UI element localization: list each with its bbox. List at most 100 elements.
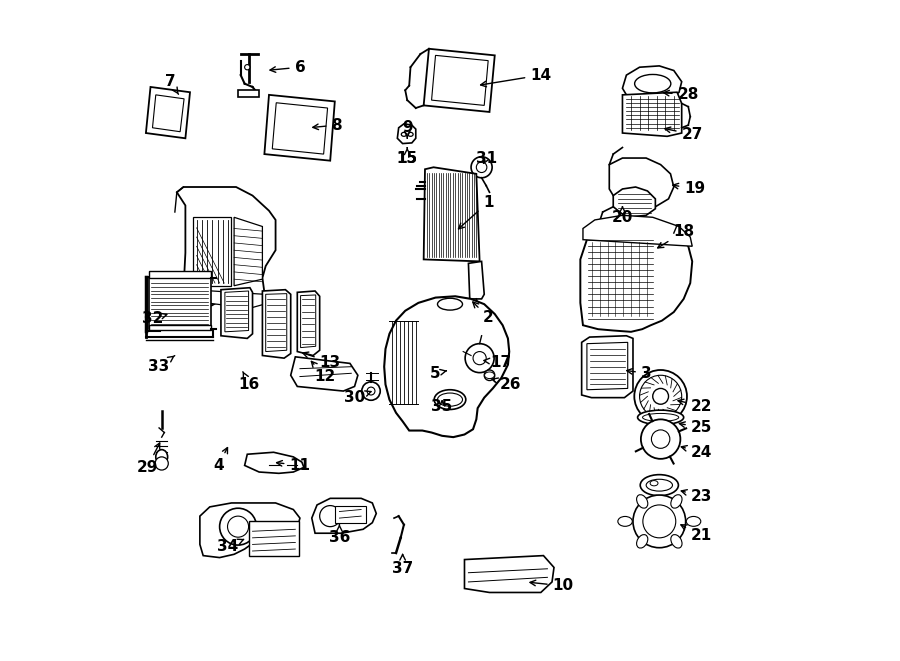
Ellipse shape [636, 535, 648, 548]
Circle shape [652, 389, 669, 405]
Polygon shape [220, 288, 253, 338]
Bar [148, 271, 211, 278]
Polygon shape [176, 187, 275, 305]
Text: 27: 27 [665, 127, 703, 142]
Polygon shape [609, 158, 674, 207]
Polygon shape [234, 217, 263, 286]
Text: 6: 6 [270, 59, 305, 75]
Circle shape [471, 157, 492, 178]
Polygon shape [613, 187, 655, 217]
Text: 15: 15 [397, 148, 418, 165]
Text: 34: 34 [217, 539, 244, 554]
Polygon shape [468, 261, 484, 299]
Text: 32: 32 [142, 311, 166, 326]
Circle shape [473, 352, 486, 365]
Ellipse shape [408, 132, 413, 136]
Text: 19: 19 [673, 182, 706, 196]
Bar [148, 278, 211, 329]
Polygon shape [424, 49, 495, 112]
Ellipse shape [670, 494, 682, 508]
Text: 29: 29 [137, 443, 159, 475]
Circle shape [220, 508, 256, 545]
Polygon shape [297, 291, 320, 356]
Text: 11: 11 [276, 458, 310, 473]
Ellipse shape [670, 535, 682, 548]
Ellipse shape [437, 393, 463, 407]
Circle shape [634, 370, 687, 422]
Text: 25: 25 [680, 420, 712, 436]
Circle shape [643, 505, 676, 538]
Circle shape [362, 382, 380, 401]
Circle shape [476, 162, 487, 173]
Ellipse shape [687, 516, 701, 526]
Polygon shape [384, 296, 509, 437]
Polygon shape [200, 503, 300, 558]
Text: 31: 31 [475, 151, 497, 165]
Circle shape [652, 430, 670, 448]
Text: 16: 16 [238, 371, 260, 392]
Ellipse shape [437, 298, 463, 310]
Text: 22: 22 [678, 399, 712, 414]
Circle shape [641, 419, 680, 459]
Text: 5: 5 [430, 366, 446, 381]
Polygon shape [301, 295, 316, 348]
Polygon shape [225, 291, 248, 332]
Ellipse shape [617, 516, 633, 526]
Polygon shape [432, 56, 488, 105]
Polygon shape [464, 556, 554, 592]
Bar [335, 506, 366, 523]
Text: 35: 35 [431, 399, 453, 414]
Ellipse shape [650, 481, 658, 486]
Circle shape [465, 344, 494, 373]
Ellipse shape [643, 413, 679, 421]
Polygon shape [190, 290, 265, 307]
Bar [238, 91, 259, 97]
Circle shape [320, 506, 341, 527]
Text: 28: 28 [663, 87, 699, 102]
Text: 13: 13 [302, 352, 341, 369]
Text: 1: 1 [458, 194, 493, 229]
Polygon shape [263, 290, 291, 358]
Text: 37: 37 [392, 555, 413, 576]
Text: 7: 7 [165, 74, 178, 95]
Circle shape [367, 387, 375, 395]
Polygon shape [424, 167, 480, 261]
Ellipse shape [434, 390, 466, 409]
Text: 15: 15 [397, 151, 418, 165]
Polygon shape [152, 95, 184, 132]
Text: 33: 33 [148, 356, 175, 374]
Polygon shape [623, 93, 681, 136]
Ellipse shape [401, 132, 407, 136]
Polygon shape [273, 102, 328, 154]
Text: 17: 17 [484, 354, 512, 369]
Circle shape [155, 457, 168, 470]
Ellipse shape [634, 75, 670, 93]
Circle shape [484, 370, 495, 381]
Text: 14: 14 [481, 67, 552, 87]
Text: 9: 9 [402, 120, 412, 138]
Text: 18: 18 [658, 224, 694, 248]
Ellipse shape [646, 479, 672, 491]
Ellipse shape [640, 475, 679, 496]
Bar [148, 325, 211, 330]
Polygon shape [623, 66, 681, 101]
Ellipse shape [156, 449, 167, 464]
Text: 12: 12 [311, 362, 336, 384]
Polygon shape [265, 95, 335, 161]
Polygon shape [311, 498, 376, 533]
Text: 2: 2 [472, 302, 493, 325]
Polygon shape [397, 124, 416, 143]
Polygon shape [266, 293, 287, 352]
Text: 21: 21 [681, 525, 712, 543]
Text: 30: 30 [344, 390, 371, 405]
Bar [249, 522, 299, 556]
Polygon shape [580, 224, 692, 332]
Polygon shape [583, 215, 692, 247]
Text: 24: 24 [681, 445, 712, 460]
Text: 8: 8 [313, 118, 342, 133]
Circle shape [640, 375, 681, 417]
Circle shape [633, 495, 686, 548]
Ellipse shape [637, 410, 684, 424]
Polygon shape [291, 357, 358, 391]
Text: 26: 26 [492, 377, 521, 392]
